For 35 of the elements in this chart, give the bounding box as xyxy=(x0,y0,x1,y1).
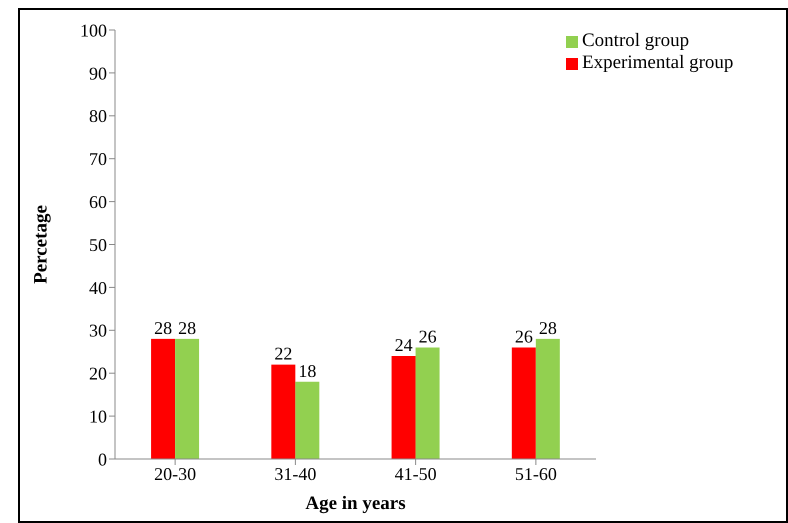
y-tick-label: 90 xyxy=(89,63,107,84)
bar xyxy=(175,338,200,459)
data-label: 24 xyxy=(394,335,413,356)
bar xyxy=(512,347,536,459)
bar xyxy=(536,338,560,459)
y-tick-label: 40 xyxy=(89,278,107,298)
data-label: 26 xyxy=(418,326,437,346)
data-label: 28 xyxy=(538,318,557,338)
y-tick-label: 0 xyxy=(98,449,107,470)
bar xyxy=(416,347,440,459)
y-tick-label: 10 xyxy=(89,406,107,426)
data-label: 28 xyxy=(154,318,172,338)
bar xyxy=(295,382,320,459)
y-tick-label: 80 xyxy=(89,106,107,126)
legend-label: Control group xyxy=(582,30,690,51)
x-tick-label: 41-50 xyxy=(394,464,437,484)
data-label: 26 xyxy=(514,326,533,346)
bar xyxy=(151,338,176,459)
y-tick-label: 20 xyxy=(89,364,107,384)
x-tick-label: 20-30 xyxy=(154,464,196,484)
y-tick-label: 100 xyxy=(80,20,107,40)
legend-label: Experimental group xyxy=(582,52,734,73)
x-tick-label: 31-40 xyxy=(274,464,316,484)
bar xyxy=(392,356,416,459)
x-axis-title: Age in years xyxy=(305,493,406,514)
y-tick-label: 50 xyxy=(89,234,107,255)
x-tick-label: 51-60 xyxy=(514,464,557,484)
data-label: 18 xyxy=(298,360,316,381)
y-tick-label: 60 xyxy=(89,192,107,212)
y-tick-label: 30 xyxy=(89,320,107,341)
data-label: 22 xyxy=(274,344,292,364)
bar xyxy=(271,364,296,459)
y-tick-label: 70 xyxy=(89,149,107,170)
data-label: 28 xyxy=(178,318,196,338)
y-axis-title: Percetage xyxy=(30,205,52,284)
